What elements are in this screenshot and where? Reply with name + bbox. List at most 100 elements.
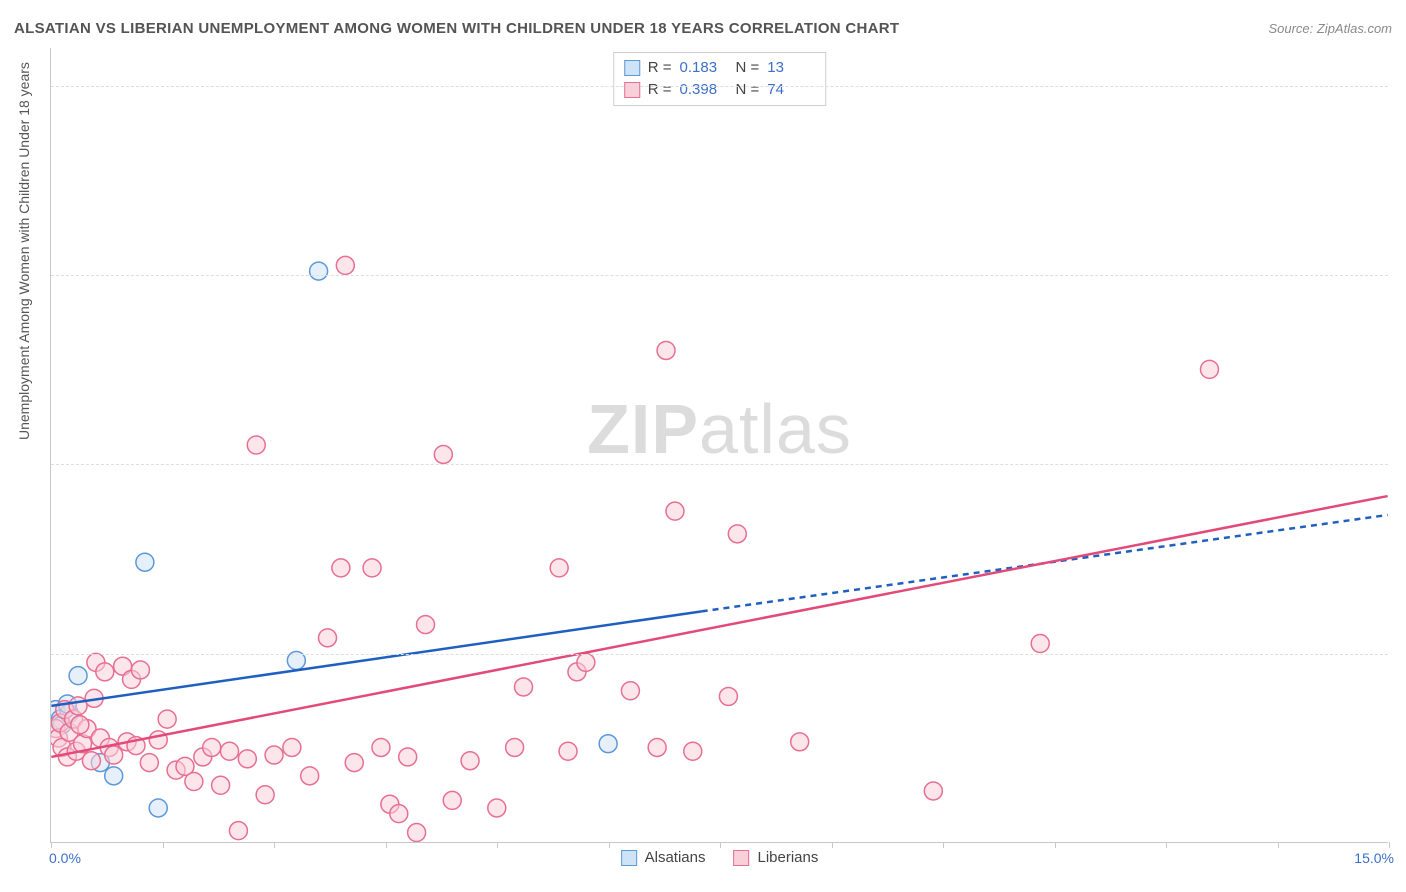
n-value: 13 — [767, 57, 815, 79]
r-value: 0.398 — [680, 79, 728, 101]
data-point — [648, 738, 666, 756]
x-tick — [274, 842, 275, 848]
data-point — [71, 716, 89, 734]
legend-stats-box: R = 0.183 N = 13R = 0.398 N = 74 — [613, 52, 827, 106]
x-tick — [386, 842, 387, 848]
gridline — [51, 86, 1388, 87]
data-point — [657, 341, 675, 359]
legend-swatch — [624, 60, 640, 76]
data-point — [149, 799, 167, 817]
data-point — [256, 786, 274, 804]
data-point — [399, 748, 417, 766]
data-point — [140, 754, 158, 772]
data-point — [105, 767, 123, 785]
legend-stat-row: R =0.183N =13 — [624, 57, 816, 79]
data-point — [212, 776, 230, 794]
legend-label: Alsatians — [645, 849, 706, 866]
chart-title: ALSATIAN VS LIBERIAN UNEMPLOYMENT AMONG … — [14, 20, 899, 37]
data-point — [461, 752, 479, 770]
data-point — [1031, 635, 1049, 653]
data-point — [363, 559, 381, 577]
data-point — [131, 661, 149, 679]
data-point — [247, 436, 265, 454]
legend-swatch — [621, 850, 637, 866]
chart-area: ZIPatlas R =0.183N =13R =0.398N =74 Alsa… — [50, 48, 1388, 843]
data-point — [417, 616, 435, 634]
data-point — [336, 256, 354, 274]
data-point — [319, 629, 337, 647]
data-point — [372, 738, 390, 756]
data-point — [96, 663, 114, 681]
legend-bottom: Alsatians Liberians — [621, 849, 819, 866]
data-point — [434, 445, 452, 463]
data-point — [345, 754, 363, 772]
legend-label: Liberians — [758, 849, 819, 866]
x-axis-min-label: 0.0% — [49, 850, 81, 866]
x-tick — [1389, 842, 1390, 848]
n-label: N = — [736, 79, 760, 101]
x-tick — [832, 842, 833, 848]
legend-stat-row: R = 0.398 N = 74 — [624, 79, 816, 101]
legend-item: Liberians — [734, 849, 819, 866]
data-point — [719, 687, 737, 705]
data-point — [229, 822, 247, 840]
r-value: 0.183 — [680, 57, 728, 79]
x-tick — [720, 842, 721, 848]
regression-line — [51, 496, 1387, 757]
x-tick — [1278, 842, 1279, 848]
x-tick — [163, 842, 164, 848]
title-bar: ALSATIAN VS LIBERIAN UNEMPLOYMENT AMONG … — [14, 20, 1392, 37]
data-point — [408, 824, 426, 842]
x-tick — [1055, 842, 1056, 848]
legend-swatch — [624, 82, 640, 98]
x-tick — [609, 842, 610, 848]
data-point — [332, 559, 350, 577]
data-point — [203, 738, 221, 756]
source-label: Source: ZipAtlas.com — [1268, 21, 1392, 36]
data-point — [621, 682, 639, 700]
y-tick-label: 10.0% — [1395, 646, 1406, 662]
data-point — [728, 525, 746, 543]
data-point — [221, 742, 239, 760]
data-point — [301, 767, 319, 785]
data-point — [185, 773, 203, 791]
data-point — [69, 667, 87, 685]
data-point — [158, 710, 176, 728]
y-axis-label: Unemployment Among Women with Children U… — [16, 62, 32, 440]
scatter-plot — [51, 48, 1388, 842]
data-point — [515, 678, 533, 696]
data-point — [105, 746, 123, 764]
data-point — [550, 559, 568, 577]
y-tick-label: 20.0% — [1395, 456, 1406, 472]
n-value: 74 — [767, 79, 815, 101]
data-point — [577, 653, 595, 671]
regression-line — [51, 611, 701, 706]
data-point — [310, 262, 328, 280]
data-point — [506, 738, 524, 756]
gridline — [51, 464, 1388, 465]
legend-swatch — [734, 850, 750, 866]
data-point — [559, 742, 577, 760]
gridline — [51, 275, 1388, 276]
data-point — [69, 697, 87, 715]
x-tick — [1166, 842, 1167, 848]
data-point — [82, 752, 100, 770]
y-tick-label: 30.0% — [1395, 267, 1406, 283]
n-label: N = — [736, 57, 760, 79]
data-point — [684, 742, 702, 760]
x-tick — [497, 842, 498, 848]
x-tick — [943, 842, 944, 848]
gridline — [51, 654, 1388, 655]
data-point — [488, 799, 506, 817]
data-point — [666, 502, 684, 520]
r-label: R = — [648, 79, 672, 101]
x-tick — [51, 842, 52, 848]
data-point — [283, 738, 301, 756]
data-point — [136, 553, 154, 571]
data-point — [924, 782, 942, 800]
data-point — [265, 746, 283, 764]
legend-item: Alsatians — [621, 849, 706, 866]
data-point — [238, 750, 256, 768]
data-point — [791, 733, 809, 751]
y-tick-label: 40.0% — [1395, 78, 1406, 94]
